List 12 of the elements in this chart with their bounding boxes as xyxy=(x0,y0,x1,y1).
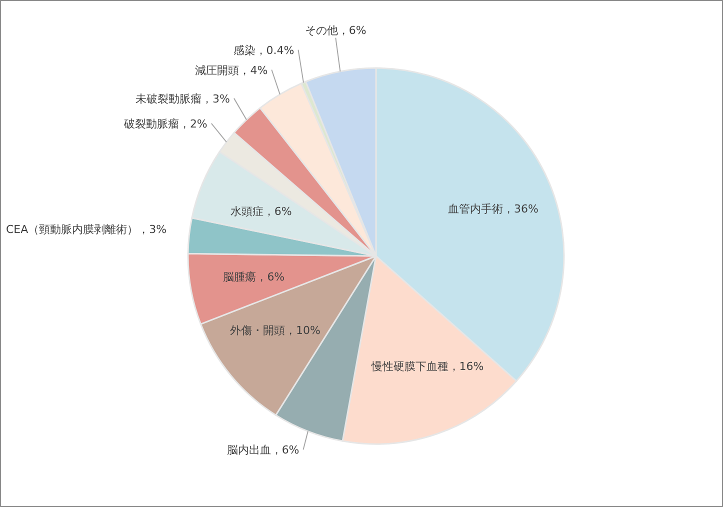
slice-label: CEA（頸動脈内膜剥離術），3% xyxy=(6,223,167,236)
slice-label: その他，6% xyxy=(304,24,366,37)
slice-label: 慢性硬膜下血種，16% xyxy=(370,360,484,374)
slice-label: 破裂動脈瘤，2% xyxy=(122,117,208,130)
slice-label: 減圧開頭，4% xyxy=(195,64,268,77)
slice-label: 脳腫瘍，6% xyxy=(223,270,285,284)
slice-label: 血管内手術，36% xyxy=(448,202,538,216)
slice-label: 外傷・開頭，10% xyxy=(230,324,320,338)
slice-label: 脳内出血，6% xyxy=(226,444,300,457)
slice-label: 未破裂動脈瘤，3% xyxy=(136,92,230,106)
slice-label: 水頭症，6% xyxy=(230,205,292,218)
slice-label: 感染，0.4% xyxy=(233,44,294,57)
